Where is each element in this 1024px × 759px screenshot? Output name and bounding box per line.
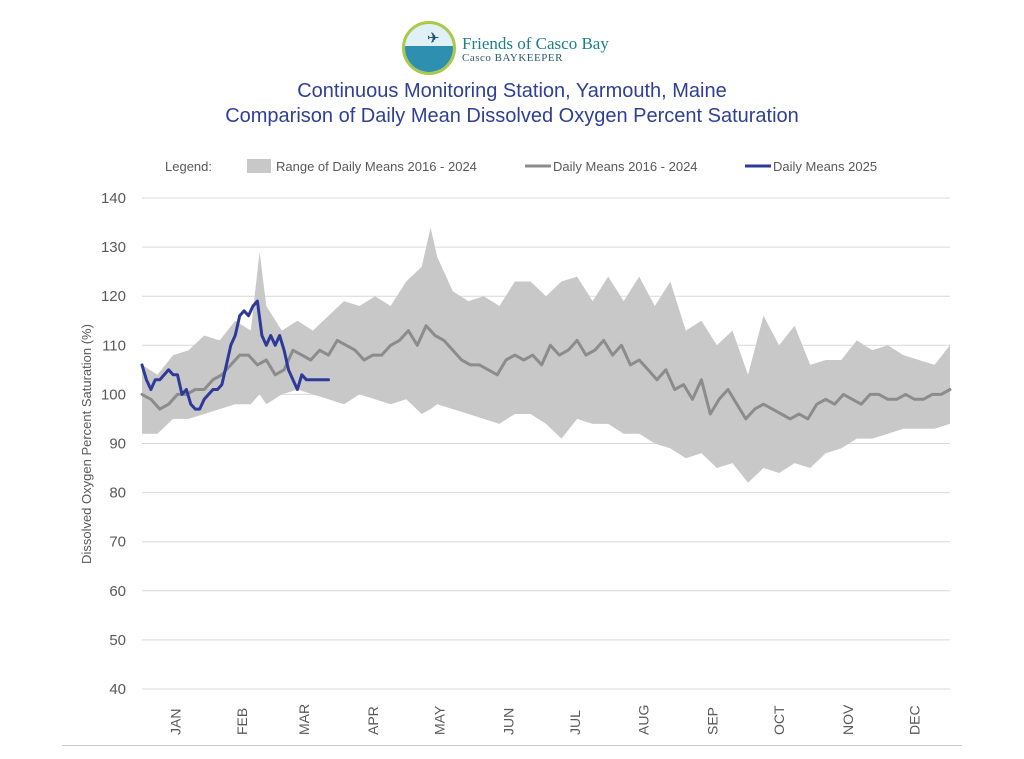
- x-tick-label-oct: OCT: [771, 705, 787, 735]
- y-tick-label-100: 100: [101, 386, 126, 403]
- x-axis: JAN FEB MAR APR MAY JUN JUL AUG SEP OCT NOV DEC: [167, 704, 922, 735]
- logo-line-2: Casco BAYKEEPER: [462, 51, 563, 64]
- legend-label-line-2: Daily Means 2025: [773, 159, 877, 174]
- historical-mean-line: [140, 324, 952, 421]
- y-tick-label-70: 70: [109, 534, 126, 551]
- legend-swatch-band: [247, 159, 271, 173]
- x-tick-label-may: MAY: [431, 705, 447, 735]
- friends-of-casco-bay-logo: ✈ Friends of Casco Bay Casco BAYKEEPER: [402, 21, 632, 79]
- bottom-divider: [62, 745, 962, 746]
- x-tick-label-dec: DEC: [906, 705, 922, 735]
- y-tick-label-80: 80: [109, 485, 126, 502]
- logo-emblem: ✈: [402, 21, 456, 75]
- y-axis-label: Dissolved Oxygen Percent Saturation (%): [79, 324, 94, 564]
- chart-subtitle: Comparison of Daily Mean Dissolved Oxyge…: [225, 105, 799, 127]
- y-tick-label-60: 60: [109, 583, 126, 600]
- y-tick-label-40: 40: [109, 681, 126, 698]
- y-tick-label-120: 120: [101, 288, 126, 305]
- legend-label-line-1: Daily Means 2016 - 2024: [553, 159, 698, 174]
- y-tick-label-50: 50: [109, 632, 126, 649]
- x-tick-label-feb: FEB: [234, 708, 250, 735]
- y-tick-label-130: 130: [101, 239, 126, 256]
- y-tick-label-90: 90: [109, 436, 126, 453]
- x-tick-label-nov: NOV: [840, 704, 856, 735]
- x-tick-label-mar: MAR: [296, 704, 312, 735]
- x-tick-label-aug: AUG: [636, 705, 652, 735]
- y-tick-label-140: 140: [101, 190, 126, 207]
- x-tick-label-sep: SEP: [704, 707, 720, 735]
- y-axis: 40 50 60 70 80 90 100 110 120 130 140: [101, 190, 126, 698]
- series-lines-layer: [140, 299, 952, 421]
- x-tick-label-jun: JUN: [500, 708, 516, 735]
- y-tick-label-110: 110: [102, 337, 126, 354]
- x-tick-label-jan: JAN: [167, 709, 183, 735]
- legend-prefix: Legend:: [165, 159, 212, 174]
- tern-bird-icon: ✈: [427, 30, 440, 47]
- logo-water-shape: [405, 45, 453, 72]
- year-2025-line: [140, 299, 330, 411]
- x-tick-label-jul: JUL: [567, 710, 583, 735]
- logo-line-1: Friends of Casco Bay: [462, 34, 609, 53]
- chart-legend: Legend: Range of Daily Means 2016 - 2024 D…: [165, 159, 877, 174]
- legend-label-band: Range of Daily Means 2016 - 2024: [276, 159, 477, 174]
- logo-wordmark: Friends of Casco Bay Casco BAYKEEPER: [462, 35, 609, 64]
- x-tick-label-apr: APR: [365, 706, 381, 735]
- chart-title: Continuous Monitoring Station, Yarmouth,…: [297, 80, 727, 102]
